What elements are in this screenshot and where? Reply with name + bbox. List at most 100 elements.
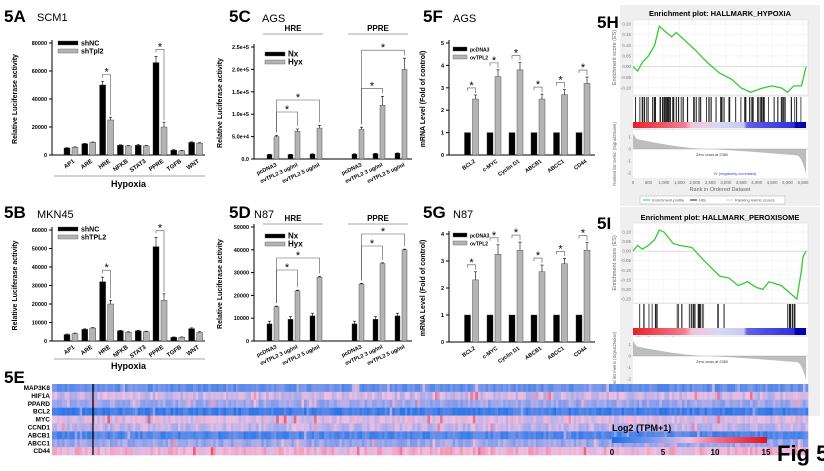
heatmap-cell [213,415,217,424]
heatmap-cell [319,391,322,400]
heatmap-cell [238,423,242,432]
category-label: TGFB [166,158,183,173]
heatmap-cell [281,399,285,408]
heatmap-cell [656,439,660,448]
heatmap-cell [535,439,539,448]
heatmap-cell [626,431,630,440]
heatmap-cell [233,431,237,440]
heatmap-cell [324,399,327,408]
heatmap-cell [293,447,297,456]
heatmap-cell [213,384,217,393]
heatmap-cell [213,407,217,416]
heatmap-cell [550,447,554,456]
heatmap-cell [354,399,358,408]
heatmap-cell [671,391,675,400]
heatmap-cell [351,399,355,408]
heatmap-cell [588,447,592,456]
y-tick-label: 0.10 [622,230,631,235]
heatmap-cell [266,423,270,432]
heatmap-cell [288,423,292,432]
heatmap-cell [419,447,423,456]
heatmap-cell [697,423,700,432]
heatmap-cell [767,431,771,440]
heatmap-cell [626,439,630,448]
heatmap-cell [316,431,320,440]
heatmap-cell [528,423,532,432]
heatmap-cell [712,415,716,424]
heatmap-cell [739,399,743,408]
heatmap-cell [417,423,421,432]
heatmap-cell [498,447,501,456]
heatmap-cell [301,399,305,408]
heatmap-cell [82,384,86,393]
heatmap-cell [586,391,590,400]
heatmap-cell [634,407,637,416]
heatmap-cell [278,447,282,456]
y-tick-label: 2.0e+5 [232,67,249,73]
heatmap-cell [198,399,201,408]
heatmap-cell [467,447,471,456]
heatmap-cell [233,384,237,393]
heatmap-cell [324,384,327,393]
heatmap-cell [359,391,363,400]
heatmap-cell [379,439,383,448]
heatmap-cell [664,415,668,424]
heatmap-cell [724,423,728,432]
heatmap-cell [566,439,569,448]
heatmap-cell [311,431,315,440]
heatmap-cell [67,391,70,400]
heatmap-cell [384,391,388,400]
heatmap-cell [800,415,804,424]
heatmap-cell [69,447,73,456]
y-tick-label: 1 [441,131,444,137]
heatmap-cell [682,384,685,393]
heatmap-cell [729,391,733,400]
heatmap-cell [251,447,254,456]
legend-label: ovTPL2 [470,56,488,62]
heatmap-cell [117,407,121,416]
heatmap-cell [351,423,355,432]
heatmap-cell [621,431,625,440]
heatmap-cell [157,431,161,440]
heatmap-cell [52,415,55,424]
heatmap-cell [74,399,78,408]
panel-label: 5E [4,368,25,387]
heatmap-cell [135,423,138,432]
category-label: TGFB [166,344,183,359]
heatmap-cell [409,447,413,456]
heatmap-cell [805,439,809,448]
heatmap-cell [596,439,600,448]
category-label: WNT [186,159,201,172]
heatmap-cell [571,407,574,416]
heatmap-cell [336,407,340,416]
heatmap-cell [608,399,612,408]
heatmap-cell [404,439,408,448]
heatmap-cell [707,423,711,432]
heatmap-cell [699,415,703,424]
heatmap-cell [167,423,171,432]
heatmap-cell [603,447,607,456]
heatmap-cell [787,447,791,456]
heatmap-cell [611,391,615,400]
heatmap-cell [442,384,446,393]
heatmap-cell [702,407,705,416]
heatmap-cell [291,447,295,456]
heatmap-cell [629,439,632,448]
heatmap-cell [586,407,590,416]
heatmap-cell [629,384,632,393]
heatmap-cell [561,439,564,448]
heatmap-cell [203,447,207,456]
heatmap-cell [487,415,491,424]
heatmap-cell [646,431,650,440]
heatmap-cell [97,423,101,432]
y-tick-label: 30000 [32,284,47,290]
heatmap-cell [550,391,554,400]
legend-swatch [264,51,286,57]
heatmap-cell [757,447,761,456]
heatmap-cell [251,407,254,416]
heatmap-cell [311,391,315,400]
heatmap-cell [578,391,582,400]
heatmap-cell [205,407,209,416]
heatmap-cell [636,415,640,424]
heatmap-cell [271,447,275,456]
